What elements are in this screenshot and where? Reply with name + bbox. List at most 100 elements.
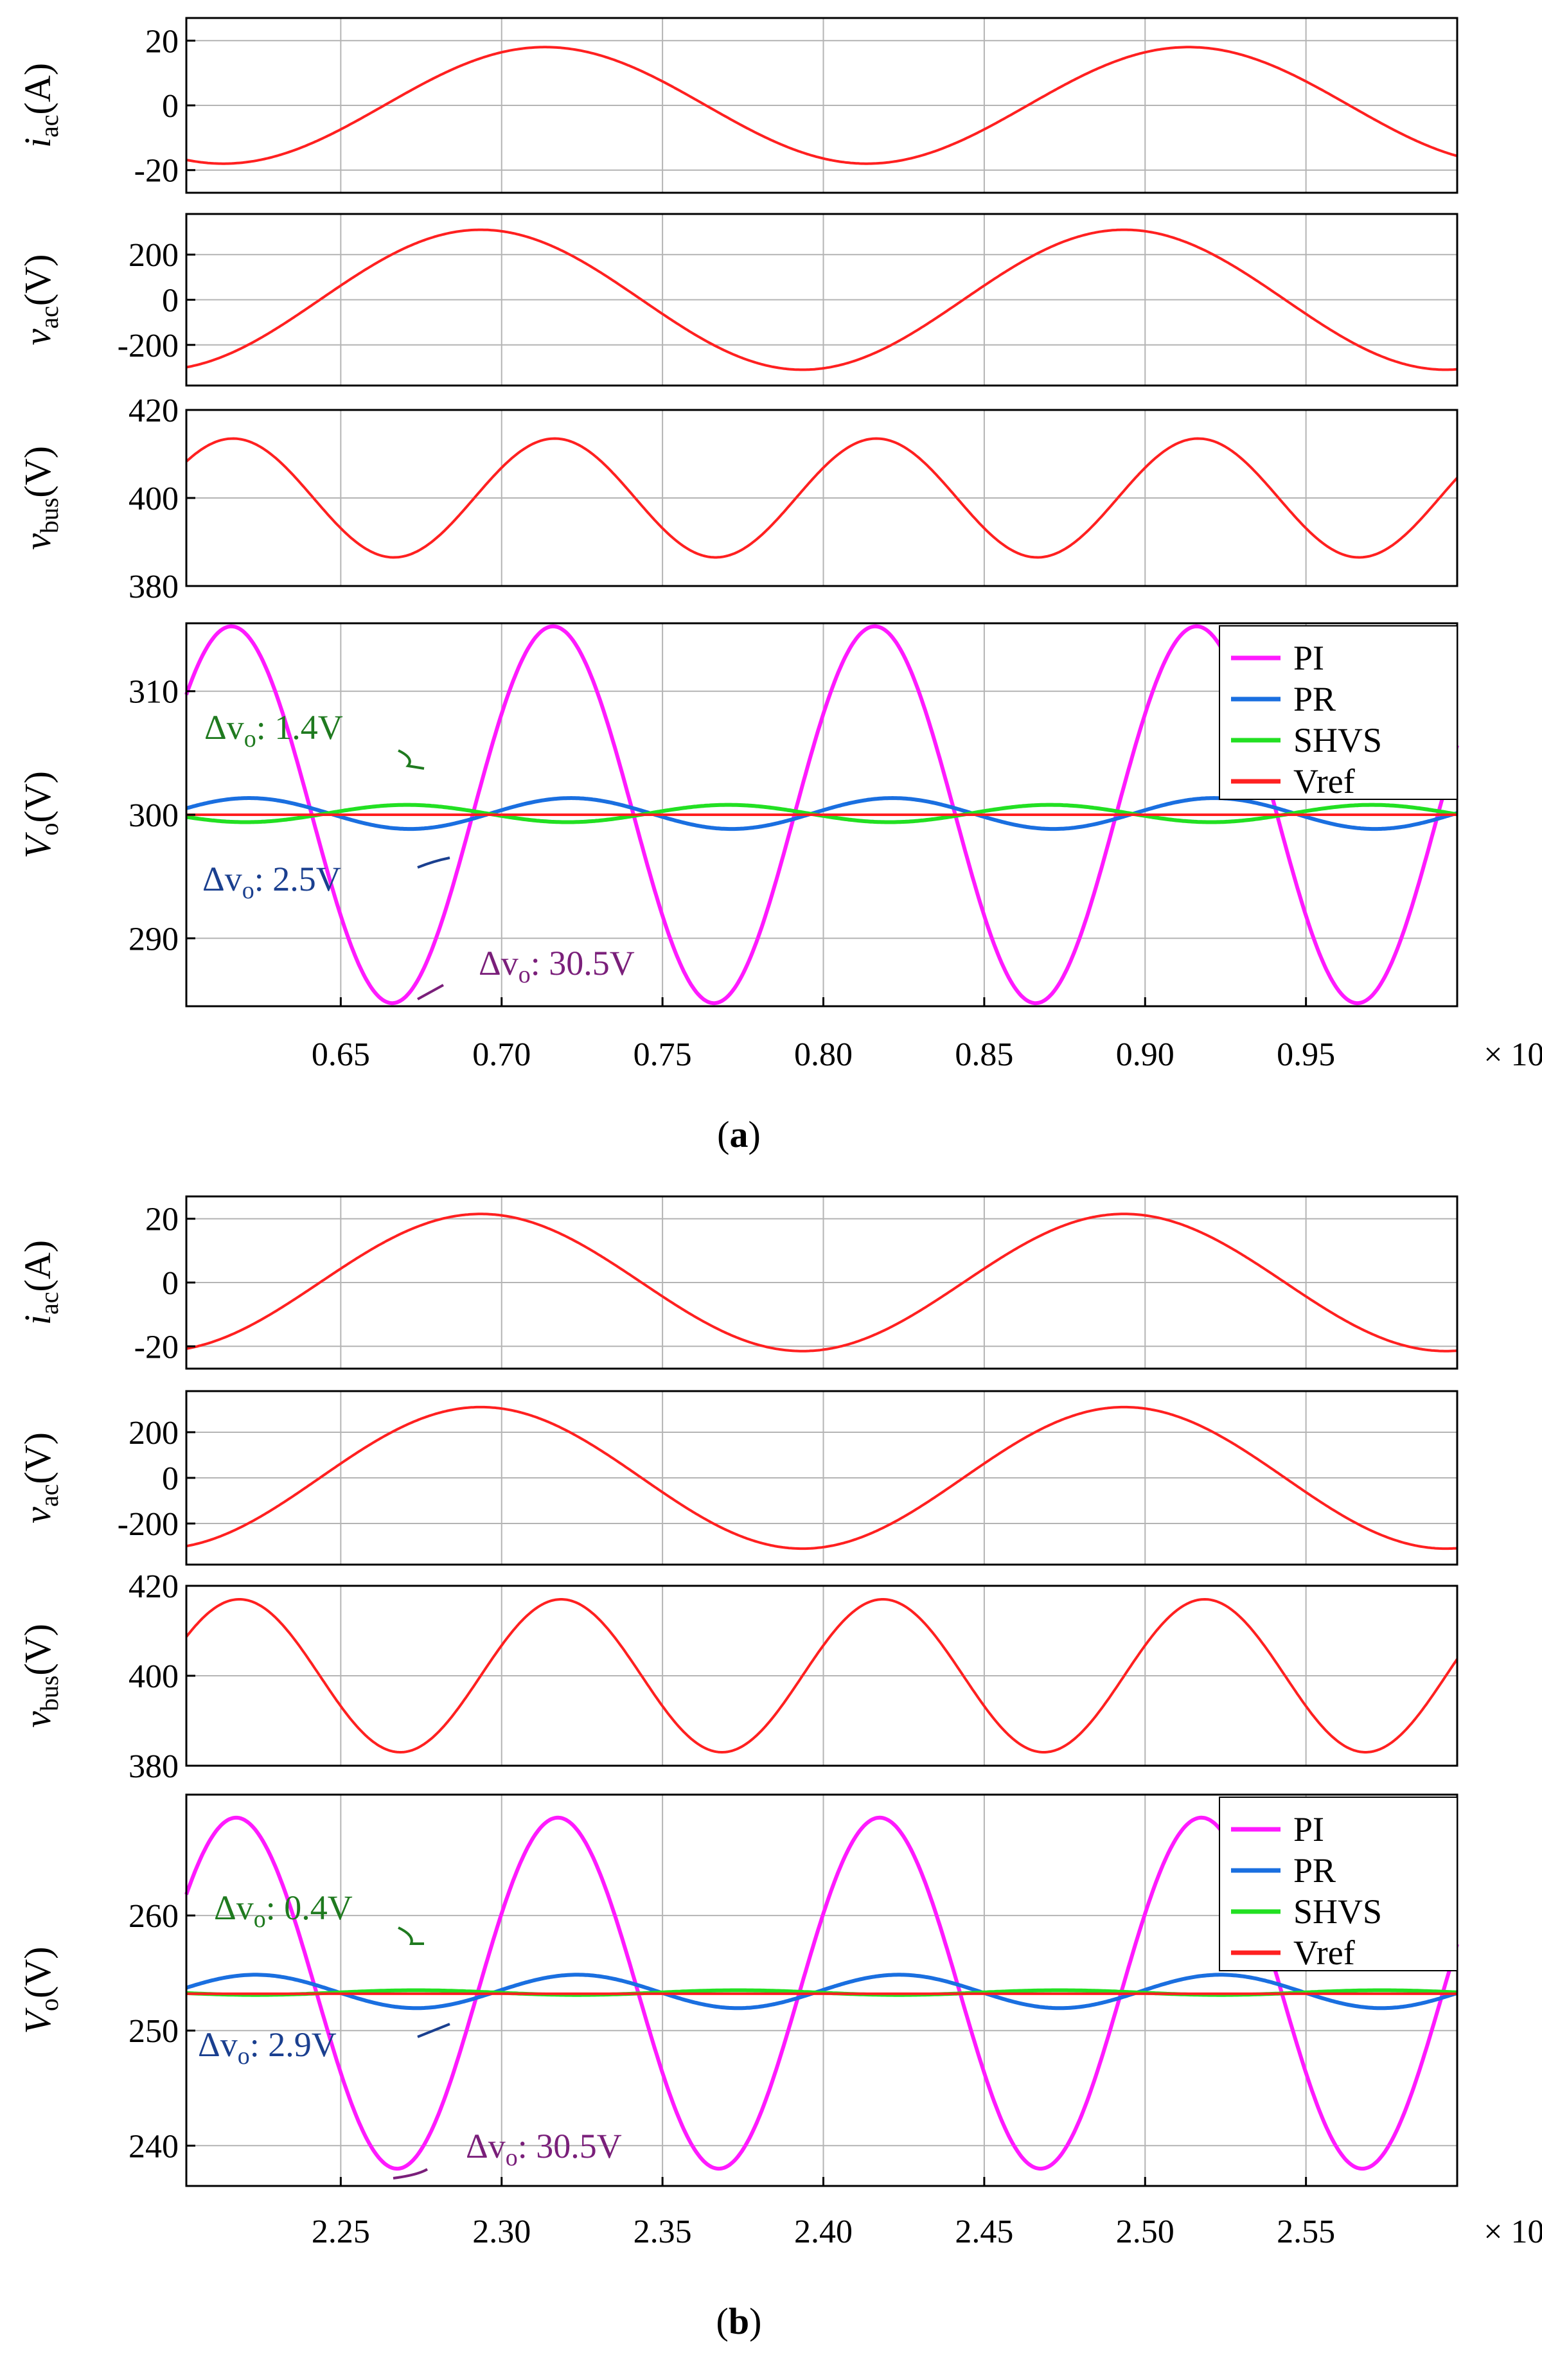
y-tick-label: 310 <box>128 674 179 711</box>
series-line-PR <box>186 796 1458 831</box>
y-tick-label: 400 <box>128 481 179 517</box>
figure-caption: (a) <box>717 1114 761 1155</box>
y-tick-label: 20 <box>145 23 179 60</box>
chart-b: 200-20iac(A)2000-200vac(V)420400380vbus(… <box>17 1195 1542 2342</box>
x-tick-label: 2.25 <box>312 2214 370 2250</box>
figure-caption: (b) <box>716 2300 762 2342</box>
x-axis-unit: × 10⁻¹s <box>1484 1036 1542 1073</box>
panel-a-1: 20 0 -20 iac(A) <box>17 17 1458 194</box>
annotation-value: : 1.4V <box>256 708 343 747</box>
y-label-unit: (A) <box>17 63 58 115</box>
series-line-vbus <box>185 1598 1458 1754</box>
caption-close: ) <box>749 1114 761 1155</box>
y-tick-label: 250 <box>128 2013 179 2050</box>
y-label-unit: (V) <box>17 1432 58 1484</box>
legend-label-SHVS: SHVS <box>1293 721 1382 759</box>
legend-box <box>1219 625 1458 800</box>
y-tick-label: 380 <box>128 1748 179 1785</box>
annotation-label: Δv <box>466 2127 506 2165</box>
panel-a-2: 200 0 -200 vac(V) <box>17 213 1458 387</box>
y-tick-label: 20 <box>145 1202 179 1238</box>
y-label-sub: ac <box>35 114 64 138</box>
y-tick-label: 380 <box>128 569 179 605</box>
annotation-value: : 2.5V <box>254 860 341 898</box>
y-axis-label: Vo(V) <box>17 1947 64 2034</box>
annotation-sub: o <box>518 961 531 988</box>
x-tick-label: 2.40 <box>794 2214 853 2250</box>
legend-label-SHVS: SHVS <box>1293 1892 1382 1931</box>
x-tick-label: 2.30 <box>472 2214 531 2250</box>
y-tick-label: 200 <box>128 1415 179 1452</box>
annotation-sub: o <box>506 2144 518 2171</box>
y-label-main: V <box>17 2007 58 2034</box>
x-tick-label: 2.55 <box>1277 2214 1335 2250</box>
chart-a: 200-20iac(A)2000-200vac(V)420400380vbus(… <box>17 17 1542 1155</box>
y-label-main: V <box>17 831 58 858</box>
panel-b-1: 20 0 -20 iac(A) <box>17 1195 1458 1370</box>
series-line-iac <box>186 1212 1458 1353</box>
y-label-sub: ac <box>35 306 64 329</box>
annotation-sub: o <box>244 725 256 752</box>
annotation-value: : 2.9V <box>250 2025 337 2064</box>
legend-label-PI: PI <box>1293 639 1324 677</box>
annotation-label: Δv <box>198 2025 238 2064</box>
legend-label-PR: PR <box>1293 680 1336 718</box>
y-label-main: v <box>17 1507 58 1523</box>
annotation-leader <box>417 984 444 1000</box>
annotation-delta-vo: Δvo: 2.5V <box>202 860 341 904</box>
y-axis-label: vac(V) <box>17 254 64 346</box>
x-tick-label: 2.45 <box>955 2214 1013 2250</box>
y-label-sub: bus <box>35 498 64 534</box>
y-label-sub: ac <box>35 1484 64 1507</box>
y-axis-label: iac(A) <box>17 63 64 148</box>
y-tick-label: 200 <box>128 237 179 274</box>
y-label-unit: (A) <box>17 1240 58 1292</box>
annotation-value: : 30.5V <box>518 2127 622 2165</box>
y-tick-label: -20 <box>134 1329 179 1365</box>
series-line-vac <box>186 228 1458 371</box>
y-label-main: v <box>17 533 58 550</box>
caption-open: ( <box>716 2300 729 2342</box>
legend-label-PI: PI <box>1293 1810 1324 1849</box>
y-tick-label: 0 <box>162 1461 179 1497</box>
annotation-label: Δv <box>204 708 244 747</box>
caption-close: ) <box>749 2300 761 2342</box>
y-tick-label: 0 <box>162 283 179 319</box>
x-tick-label: 0.70 <box>472 1036 531 1073</box>
y-axis-label: Vo(V) <box>17 771 64 858</box>
x-tick-label: 0.80 <box>794 1036 853 1073</box>
y-axis-label: vbus(V) <box>17 446 64 550</box>
y-label-main: v <box>17 328 58 345</box>
y-label-unit: (V) <box>17 771 58 823</box>
x-tick-label: 2.50 <box>1116 2214 1174 2250</box>
y-tick-label: 290 <box>128 921 179 957</box>
annotation-delta-vo: Δvo: 30.5V <box>479 944 635 988</box>
y-axis-label: vbus(V) <box>17 1624 64 1728</box>
y-tick-label: -200 <box>118 1506 179 1543</box>
y-label-unit: (V) <box>17 254 58 306</box>
legend-box <box>1219 1797 1458 1971</box>
annotation-value: : 0.4V <box>266 1888 353 1927</box>
annotation-delta-vo: Δvo: 1.4V <box>204 708 343 752</box>
annotation-leader <box>398 1926 424 1945</box>
caption-letter: a <box>730 1114 749 1155</box>
annotation-sub: o <box>242 877 254 904</box>
annotation-delta-vo: Δvo: 2.9V <box>198 2025 337 2070</box>
annotation-sub: o <box>254 1906 266 1933</box>
x-tick-label: 0.95 <box>1277 1036 1335 1073</box>
y-label-sub: ac <box>35 1292 64 1315</box>
panel-b-3: 420 400 380 vbus(V) <box>17 1568 1458 1785</box>
series-line-vbus <box>185 437 1458 559</box>
annotation-label: Δv <box>214 1888 254 1927</box>
y-tick-label: 0 <box>162 88 179 125</box>
y-label-unit: (V) <box>17 446 58 498</box>
y-tick-label: 300 <box>128 797 179 834</box>
panel-a-3: 420 400 380 vbus(V) <box>17 393 1458 605</box>
annotation-leader <box>417 2023 450 2038</box>
series-line-iac <box>186 46 1458 165</box>
y-label-sub: o <box>35 1998 64 2011</box>
y-label-sub: bus <box>35 1676 64 1712</box>
y-label-main: v <box>17 1711 58 1728</box>
